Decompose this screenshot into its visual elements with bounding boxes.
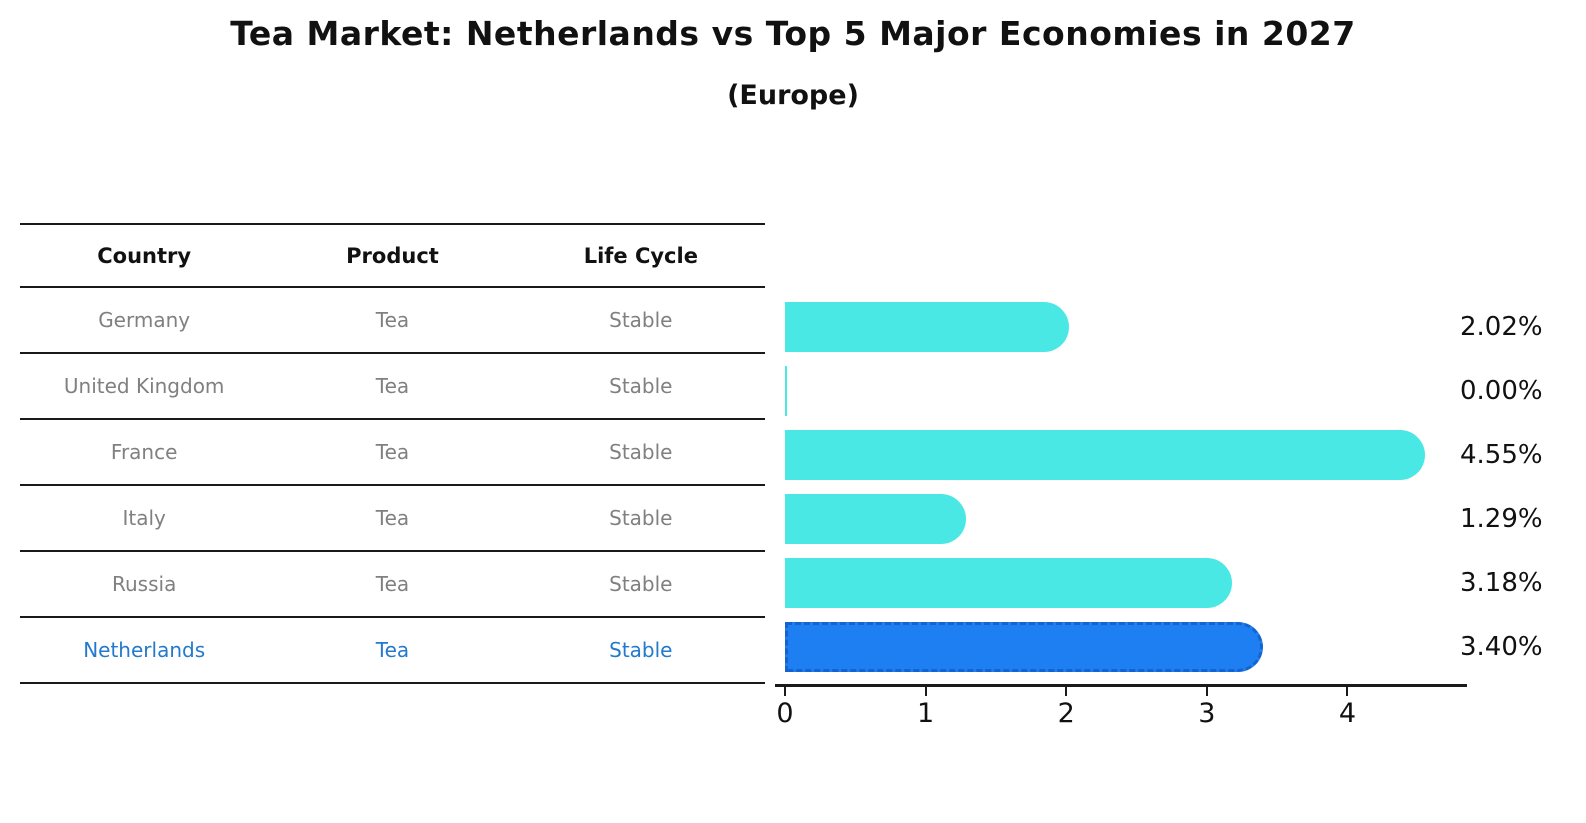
tick-mark <box>924 687 927 696</box>
lifecycle-cell: Stable <box>609 374 673 398</box>
bar-band <box>785 359 1467 423</box>
value-label: 3.40% <box>1460 632 1543 662</box>
product-cell: Tea <box>375 440 410 464</box>
product-cell: Tea <box>375 308 410 332</box>
table-row: Netherlands Tea Stable <box>20 618 765 684</box>
table-row: Germany Tea Stable <box>20 288 765 354</box>
tick-label: 4 <box>1338 698 1357 729</box>
product-cell: Tea <box>375 374 410 398</box>
country-cell: United Kingdom <box>63 374 225 398</box>
country-cell: Italy <box>122 506 166 530</box>
column-header-country: Country <box>97 243 192 268</box>
chart-subtitle: (Europe) <box>727 80 859 111</box>
bar-france <box>785 430 1425 480</box>
tick-mark <box>1346 687 1349 696</box>
x-tick: 4 <box>1317 687 1377 729</box>
x-axis-line <box>775 684 1467 687</box>
x-tick: 1 <box>896 687 956 729</box>
value-label: 2.02% <box>1460 312 1543 342</box>
bar-netherlands <box>785 622 1264 672</box>
country-cell: Germany <box>98 308 191 332</box>
tick-mark <box>784 687 786 696</box>
lifecycle-cell: Stable <box>609 308 673 332</box>
bar-band <box>785 295 1467 359</box>
data-table: Country Product Life Cycle Germany Tea Sta… <box>20 223 765 684</box>
bar-germany <box>785 302 1070 352</box>
tick-label: 0 <box>776 698 794 729</box>
tick-mark <box>1205 687 1208 696</box>
x-tick: 3 <box>1177 687 1237 729</box>
value-labels: 2.02% 0.00% 4.55% 1.29% 3.18% 3.40% <box>1460 295 1580 679</box>
x-axis-ticks: 0 1 2 3 4 <box>776 687 1467 737</box>
table-row: Italy Tea Stable <box>20 486 765 552</box>
bar-united-kingdom <box>785 366 787 416</box>
product-cell: Tea <box>375 572 410 596</box>
x-tick: 2 <box>1036 687 1096 729</box>
country-cell: Netherlands <box>83 638 206 662</box>
tick-label: 3 <box>1198 698 1216 729</box>
lifecycle-cell: Stable <box>609 572 673 596</box>
bars-area <box>785 295 1467 679</box>
bar-band <box>785 615 1467 679</box>
value-label: 3.18% <box>1460 568 1543 598</box>
tick-label: 2 <box>1057 698 1075 729</box>
product-cell: Tea <box>375 506 410 530</box>
country-cell: Russia <box>112 572 177 596</box>
value-label: 1.29% <box>1460 504 1543 534</box>
product-cell: Tea <box>375 638 410 662</box>
bar-band <box>785 551 1467 615</box>
tick-mark <box>1065 687 1068 696</box>
table-body: Germany Tea Stable United Kingdom Tea Stable F… <box>20 288 765 684</box>
value-label: 0.00% <box>1460 376 1543 406</box>
table-header-row: Country Product Life Cycle <box>20 223 765 288</box>
table-row: Russia Tea Stable <box>20 552 765 618</box>
bar-italy <box>785 494 967 544</box>
column-header-product: Product <box>346 243 439 268</box>
bar-band <box>785 423 1467 487</box>
column-header-lifecycle: Life Cycle <box>583 243 698 268</box>
bar-russia <box>785 558 1233 608</box>
lifecycle-cell: Stable <box>609 506 673 530</box>
table-row: France Tea Stable <box>20 420 765 486</box>
value-label: 4.55% <box>1460 440 1543 470</box>
lifecycle-cell: Stable <box>609 440 673 464</box>
bar-band <box>785 487 1467 551</box>
x-tick: 0 <box>755 687 815 729</box>
chart-title: Tea Market: Netherlands vs Top 5 Major E… <box>230 14 1356 53</box>
tick-label: 1 <box>917 698 935 729</box>
lifecycle-cell: Stable <box>609 638 673 662</box>
country-cell: France <box>110 440 178 464</box>
table-row: United Kingdom Tea Stable <box>20 354 765 420</box>
